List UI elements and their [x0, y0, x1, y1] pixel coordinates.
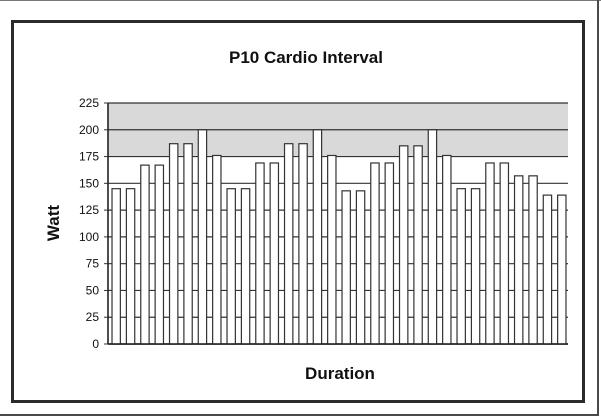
- y-tick-label: 25: [86, 310, 100, 324]
- y-tick-labels: 0 25 50 75 100 125 150 175 200 225: [79, 96, 99, 351]
- bar: [226, 188, 236, 345]
- y-axis-title: Watt: [44, 205, 63, 242]
- y-tick-label: 125: [79, 203, 99, 217]
- bar: [398, 145, 409, 345]
- bar: [240, 188, 251, 345]
- bar: [485, 162, 495, 345]
- bar: [168, 143, 179, 345]
- y-tick-label: 50: [86, 283, 100, 297]
- y-tick-label: 225: [79, 96, 99, 110]
- x-axis-title: Duration: [305, 364, 375, 383]
- bar: [298, 143, 308, 345]
- bar: [111, 188, 121, 345]
- bar: [370, 162, 380, 345]
- bar: [456, 188, 466, 345]
- bar: [528, 175, 538, 345]
- bar: [499, 162, 510, 345]
- y-tick-label: 150: [79, 176, 99, 190]
- bar: [442, 154, 452, 345]
- bar: [183, 143, 193, 345]
- chart-title: P10 Cardio Interval: [229, 48, 383, 67]
- y-tick-label: 175: [79, 150, 99, 164]
- bar: [413, 145, 423, 345]
- y-tick-label: 0: [92, 337, 99, 351]
- bar: [197, 129, 208, 345]
- bar: [140, 164, 150, 345]
- bar: [470, 188, 481, 345]
- bar: [542, 194, 553, 345]
- bar: [384, 162, 395, 345]
- bar: [341, 190, 351, 345]
- bar: [557, 194, 567, 345]
- y-tick-label: 200: [79, 123, 99, 137]
- y-tick-label: 100: [79, 230, 99, 244]
- bar: [269, 162, 280, 345]
- bar: [513, 175, 524, 345]
- bar: [255, 162, 265, 345]
- bar: [355, 190, 366, 345]
- bar: [312, 129, 323, 345]
- bar: [327, 154, 337, 345]
- bar: [283, 143, 294, 345]
- bar: [212, 154, 222, 345]
- bar: [125, 188, 136, 345]
- y-tick-label: 75: [86, 257, 100, 271]
- bar: [427, 129, 438, 345]
- top-edge-line: [0, 0, 601, 1]
- bar: [154, 164, 165, 345]
